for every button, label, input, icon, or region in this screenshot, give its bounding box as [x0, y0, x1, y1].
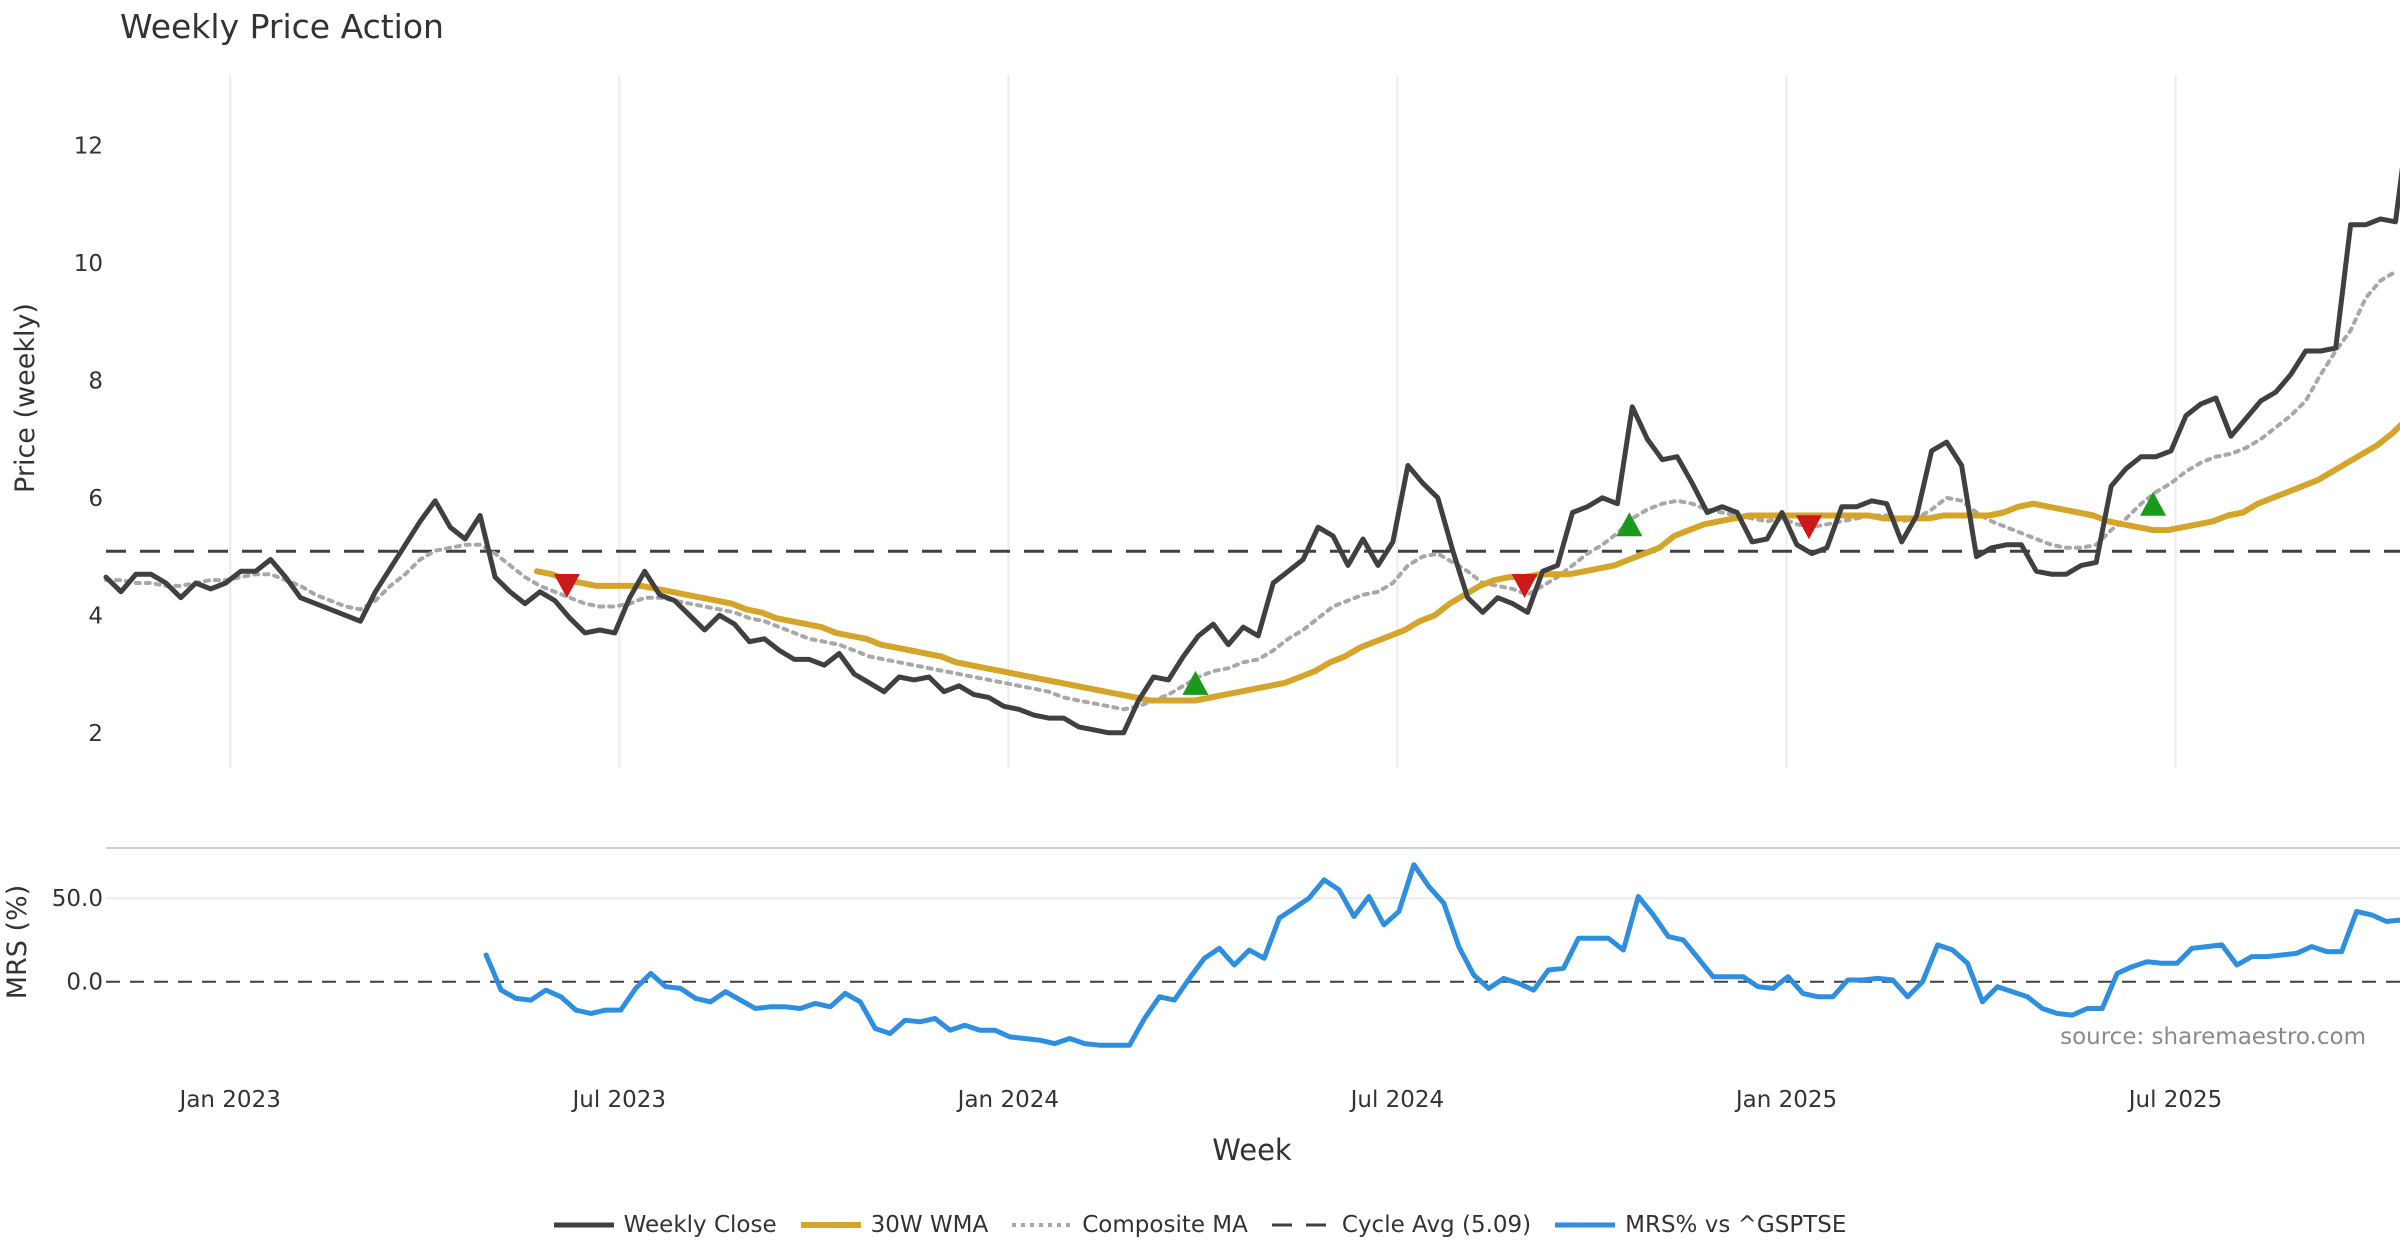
price-y-tick-label: 4 [88, 603, 103, 629]
price-y-axis-label: Price (weekly) [10, 303, 41, 493]
mrs-y-axis-label: MRS (%) [2, 885, 33, 1000]
x-tick-label: Jan 2025 [1734, 1087, 1837, 1113]
price-y-tick-label: 10 [74, 251, 103, 277]
legend-label: Composite MA [1082, 1212, 1248, 1238]
axes: Jan 2023 Jul 2023 Jan 2024 Jul 2024 Jan 2025… [52, 133, 2223, 1113]
mrs-line [483, 862, 2400, 1048]
mrs-y-tick-label: 50.0 [52, 886, 103, 912]
legend-swatch-weekly-close [553, 1222, 614, 1228]
sell-signal-marker [1795, 515, 1822, 540]
price-y-tick-label: 2 [88, 721, 103, 747]
mrs-panel [106, 862, 2400, 1048]
legend-item-weekly-close[interactable]: Weekly Close [553, 1212, 777, 1238]
price-y-tick-label: 6 [88, 486, 103, 512]
price-y-tick-label: 12 [74, 133, 103, 159]
source-watermark: source: sharemaestro.com [2060, 1024, 2366, 1050]
legend-swatch-composite-ma [1012, 1223, 1073, 1227]
x-tick-label: Jul 2023 [570, 1087, 666, 1113]
legend-item-mrs[interactable]: MRS% vs ^GSPTSE [1555, 1212, 1846, 1238]
x-axis-label: Week [1212, 1133, 1292, 1167]
legend-label: MRS% vs ^GSPTSE [1625, 1212, 1847, 1238]
chart-title: Weekly Price Action [120, 7, 444, 46]
mrs-y-tick-label: 0.0 [66, 970, 103, 996]
legend-label: 30W WMA [870, 1212, 989, 1238]
legend-label: Cycle Avg (5.09) [1341, 1212, 1532, 1238]
sell-signal-marker [1511, 573, 1538, 598]
legend-swatch-mrs [1555, 1222, 1616, 1228]
legend-swatch-cycle-avg [1271, 1223, 1332, 1227]
buy-signal-marker [1616, 512, 1643, 537]
legend-label: Weekly Close [623, 1212, 777, 1238]
price-panel [103, 166, 2400, 736]
legend-item-composite-ma[interactable]: Composite MA [1012, 1212, 1248, 1238]
x-tick-label: Jul 2025 [2127, 1087, 2223, 1113]
grid [106, 75, 2400, 900]
legend-item-30w-wma[interactable]: 30W WMA [800, 1212, 989, 1238]
weekly-close-line [103, 166, 2400, 736]
sell-signal-marker [553, 573, 580, 598]
x-tick-label: Jul 2024 [1349, 1087, 1445, 1113]
legend: Weekly Close 30W WMA Composite MA Cycle … [0, 1212, 2400, 1238]
buy-signal-marker [1182, 670, 1209, 695]
legend-item-cycle-avg[interactable]: Cycle Avg (5.09) [1271, 1212, 1532, 1238]
x-tick-label: Jan 2024 [956, 1087, 1059, 1113]
wma-30w-line [534, 421, 2400, 704]
price-y-tick-label: 8 [88, 368, 103, 394]
buy-signal-marker [2140, 491, 2167, 516]
legend-swatch-30w-wma [800, 1222, 861, 1228]
composite-ma-line [104, 269, 2398, 712]
x-tick-label: Jan 2023 [178, 1087, 281, 1113]
